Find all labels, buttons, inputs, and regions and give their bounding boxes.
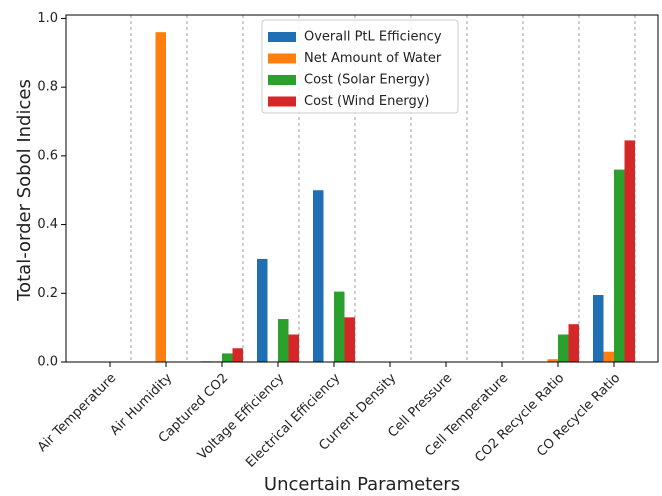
legend-swatch — [268, 75, 296, 85]
bar — [232, 348, 243, 362]
bar — [257, 258, 268, 362]
bar — [558, 334, 569, 362]
bar — [568, 324, 579, 362]
bar — [155, 32, 166, 362]
bar — [603, 351, 614, 362]
legend-swatch — [268, 96, 296, 107]
x-axis-title: Uncertain Parameters — [264, 474, 460, 495]
y-tick-label: 0.0 — [37, 355, 58, 370]
bar — [593, 295, 604, 362]
legend-box — [261, 19, 459, 114]
bar — [313, 190, 324, 362]
legend-swatch — [268, 32, 296, 42]
plot-frame — [65, 14, 659, 363]
bar — [278, 319, 289, 362]
legend-label: Net Amount of Water — [304, 51, 442, 66]
bar — [288, 334, 299, 362]
bar — [344, 317, 355, 362]
bar — [547, 359, 558, 362]
legend-swatch — [268, 53, 296, 64]
legend-label: Cost (Wind Energy) — [304, 94, 430, 109]
x-tick-label: Electrical Efficiency — [243, 370, 343, 470]
y-tick-label: 0.4 — [37, 217, 58, 232]
bar — [222, 353, 233, 362]
y-axis-title: Total-order Sobol Indices — [14, 79, 35, 302]
bar — [334, 291, 345, 362]
legend-label: Cost (Solar Energy) — [304, 73, 430, 88]
y-tick-label: 1.0 — [37, 11, 58, 26]
y-tick-label: 0.2 — [37, 286, 58, 301]
bar — [624, 140, 635, 362]
legend-label: Overall PtL Efficiency — [304, 30, 442, 45]
y-tick-label: 0.6 — [37, 148, 58, 163]
y-tick-label: 0.8 — [37, 80, 58, 95]
bar — [614, 169, 625, 362]
x-tick-label: Air Temperature — [35, 371, 119, 455]
